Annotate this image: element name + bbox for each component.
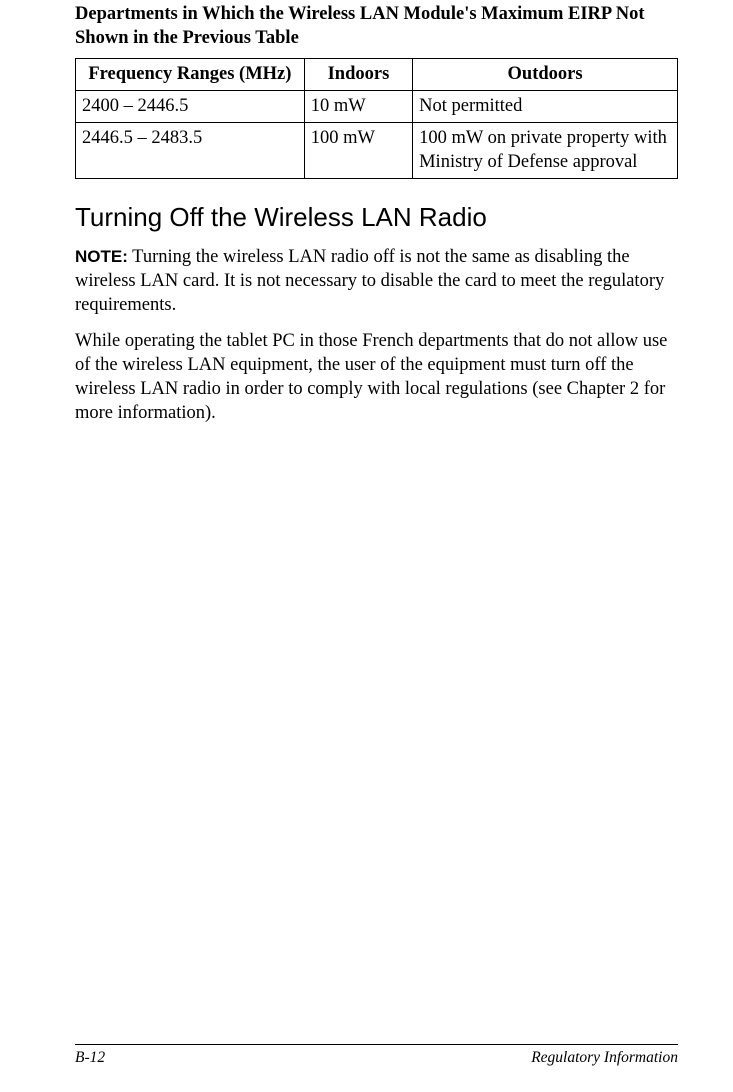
eirp-table: Frequency Ranges (MHz) Indoors Outdoors … (75, 58, 678, 179)
note-label: NOTE: (75, 247, 128, 266)
section-heading: Turning Off the Wireless LAN Radio (75, 201, 678, 235)
cell-frequency: 2446.5 – 2483.5 (76, 123, 305, 179)
cell-indoors: 100 mW (304, 123, 412, 179)
cell-frequency: 2400 – 2446.5 (76, 91, 305, 123)
table-row: 2446.5 – 2483.5 100 mW 100 mW on private… (76, 123, 678, 179)
footer-section-title: Regulatory Information (531, 1048, 678, 1068)
table-row: 2400 – 2446.5 10 mW Not permitted (76, 91, 678, 123)
table-caption: Departments in Which the Wireless LAN Mo… (75, 2, 678, 50)
note-body: Turning the wireless LAN radio off is no… (75, 247, 664, 315)
cell-outdoors: 100 mW on private property with Ministry… (413, 123, 678, 179)
page-footer: B-12 Regulatory Information (75, 1044, 678, 1068)
header-outdoors: Outdoors (413, 59, 678, 91)
table-header-row: Frequency Ranges (MHz) Indoors Outdoors (76, 59, 678, 91)
body-paragraph: While operating the tablet PC in those F… (75, 329, 678, 425)
cell-outdoors: Not permitted (413, 91, 678, 123)
cell-indoors: 10 mW (304, 91, 412, 123)
footer-page-number: B-12 (75, 1048, 105, 1068)
header-indoors: Indoors (304, 59, 412, 91)
note-paragraph: NOTE: Turning the wireless LAN radio off… (75, 245, 678, 317)
header-frequency: Frequency Ranges (MHz) (76, 59, 305, 91)
